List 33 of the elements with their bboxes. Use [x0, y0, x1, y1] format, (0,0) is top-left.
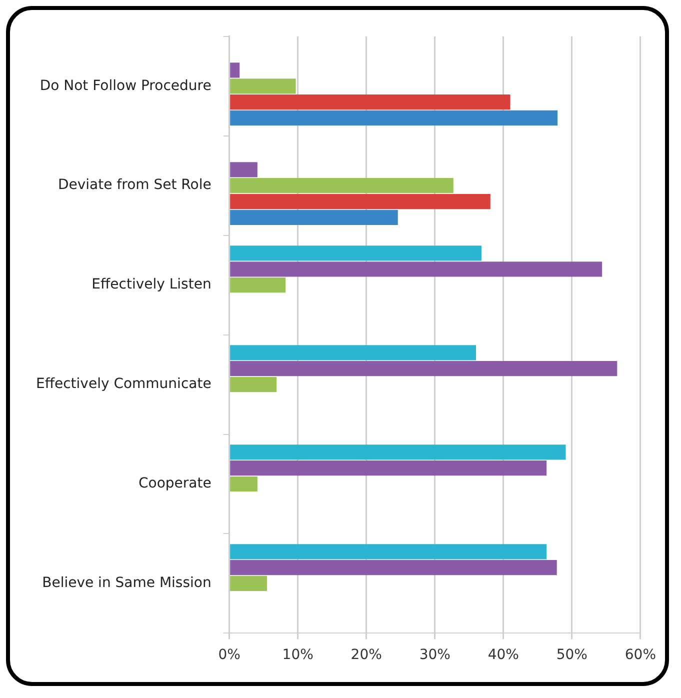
bar — [230, 246, 482, 261]
bar — [230, 62, 240, 78]
bar — [230, 178, 454, 194]
bar — [230, 210, 398, 225]
x-tick-label: 40% — [488, 647, 519, 664]
y-tick-label: Effectively Listen — [92, 276, 212, 293]
y-tick-label: Do Not Follow Procedure — [40, 78, 212, 94]
x-tick-label: 0% — [218, 647, 240, 664]
bar — [230, 110, 558, 126]
bar — [230, 361, 618, 376]
y-tick-label: Deviate from Set Role — [58, 177, 212, 194]
bar — [230, 460, 547, 476]
x-tick-label: 30% — [419, 647, 450, 664]
y-tick-label: Cooperate — [138, 476, 212, 492]
x-tick-label: 10% — [282, 647, 314, 664]
bar — [230, 278, 286, 293]
bar — [230, 345, 476, 360]
y-tick-label: Believe in Same Mission — [42, 575, 212, 592]
x-tick-label: 20% — [350, 647, 382, 664]
bar — [230, 94, 510, 110]
bar — [230, 476, 258, 492]
bar — [230, 78, 296, 94]
bar — [230, 576, 268, 592]
bar — [230, 376, 277, 392]
bar — [230, 560, 557, 576]
x-tick-label: 50% — [556, 647, 588, 664]
x-tick-label: 60% — [624, 647, 656, 664]
bar — [230, 162, 258, 178]
bar — [230, 544, 547, 560]
y-tick-label: Effectively Communicate — [36, 376, 212, 392]
bar — [230, 262, 602, 277]
bar — [230, 444, 566, 460]
bar — [230, 194, 490, 210]
